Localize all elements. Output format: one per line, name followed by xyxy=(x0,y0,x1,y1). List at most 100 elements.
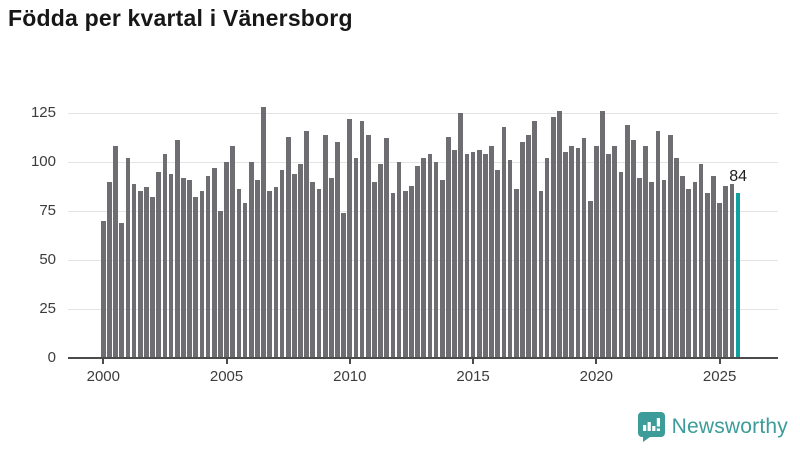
x-axis-tick xyxy=(718,358,721,364)
bar xyxy=(292,173,297,358)
bar xyxy=(168,173,174,358)
bar xyxy=(100,220,106,358)
bar xyxy=(575,148,581,358)
bar xyxy=(310,181,316,358)
bar xyxy=(489,146,494,358)
newsworthy-logo-icon xyxy=(637,412,665,442)
bar xyxy=(717,203,722,358)
bar xyxy=(415,165,420,358)
y-axis-tick-label: 75 xyxy=(39,202,56,219)
bar xyxy=(119,222,125,358)
chart-title: Födda per kvartal i Vänersborg xyxy=(8,5,353,31)
bar xyxy=(113,146,118,358)
bar xyxy=(353,158,359,358)
bar xyxy=(470,152,476,358)
bar xyxy=(563,152,568,358)
bar xyxy=(236,189,242,358)
bar xyxy=(193,197,199,358)
bar xyxy=(384,138,390,358)
y-axis-tick-label: 50 xyxy=(39,251,56,268)
bar xyxy=(402,191,408,358)
bar xyxy=(174,140,180,358)
bar xyxy=(224,162,229,358)
y-axis-tick-label: 125 xyxy=(30,104,56,121)
bar xyxy=(680,175,685,358)
bar xyxy=(600,111,605,358)
bar xyxy=(211,167,217,358)
bar xyxy=(378,163,383,358)
bar xyxy=(347,118,353,358)
bar xyxy=(526,134,531,358)
bar xyxy=(125,158,131,358)
bar xyxy=(637,177,642,358)
bar xyxy=(199,191,205,358)
bar xyxy=(205,175,211,358)
bar xyxy=(335,142,340,358)
bar xyxy=(427,154,433,358)
gridline xyxy=(68,112,778,114)
bar xyxy=(624,124,630,358)
x-axis-tick xyxy=(225,358,228,364)
x-axis-tick xyxy=(472,358,475,364)
bar xyxy=(365,134,371,358)
bar xyxy=(273,187,279,358)
bar xyxy=(674,158,679,358)
bar xyxy=(137,191,143,358)
bar xyxy=(544,158,550,358)
bar xyxy=(156,171,162,358)
bar xyxy=(464,154,470,358)
newsworthy-logo: Newsworthy xyxy=(637,412,788,442)
bar xyxy=(587,201,593,358)
bar xyxy=(298,163,303,358)
bar xyxy=(483,154,488,358)
x-axis-tick-label: 2010 xyxy=(333,368,367,385)
bar xyxy=(593,146,599,358)
bar xyxy=(187,179,192,358)
bar xyxy=(698,163,704,358)
bar xyxy=(304,130,310,358)
bar xyxy=(618,171,624,358)
y-axis-tick-label: 0 xyxy=(47,349,56,366)
bar xyxy=(538,191,544,358)
bar xyxy=(532,120,538,358)
bar xyxy=(507,160,513,358)
bar xyxy=(729,183,735,358)
x-axis-tick-label: 2000 xyxy=(86,368,120,385)
bar xyxy=(261,107,266,358)
bar xyxy=(581,138,587,358)
x-axis-tick-label: 2025 xyxy=(702,368,737,385)
bar xyxy=(446,136,451,358)
bar xyxy=(242,203,248,358)
newsworthy-wordmark: Newsworthy xyxy=(671,415,788,438)
bar xyxy=(667,134,673,358)
bar xyxy=(686,189,692,358)
bar xyxy=(162,154,168,358)
bar xyxy=(181,177,186,358)
bar xyxy=(433,162,439,358)
last-value-label: 84 xyxy=(729,168,747,186)
bar xyxy=(495,169,501,358)
bar xyxy=(285,136,291,358)
bar xyxy=(372,181,377,358)
bar xyxy=(409,185,414,358)
bar xyxy=(569,146,575,358)
bar xyxy=(630,140,636,358)
bar xyxy=(458,113,464,358)
bar xyxy=(279,169,285,358)
bar xyxy=(476,150,482,358)
x-axis-tick-label: 2020 xyxy=(579,368,614,385)
bar xyxy=(359,120,365,358)
bar xyxy=(723,185,729,358)
bar xyxy=(230,146,236,358)
bar xyxy=(557,111,562,358)
bar xyxy=(520,142,525,358)
bar xyxy=(711,175,716,358)
bar xyxy=(501,126,507,358)
bar-highlight xyxy=(735,193,741,358)
bar xyxy=(421,158,427,358)
bar xyxy=(322,134,328,358)
bar xyxy=(550,116,556,358)
bar xyxy=(150,197,155,358)
bar xyxy=(144,187,149,358)
